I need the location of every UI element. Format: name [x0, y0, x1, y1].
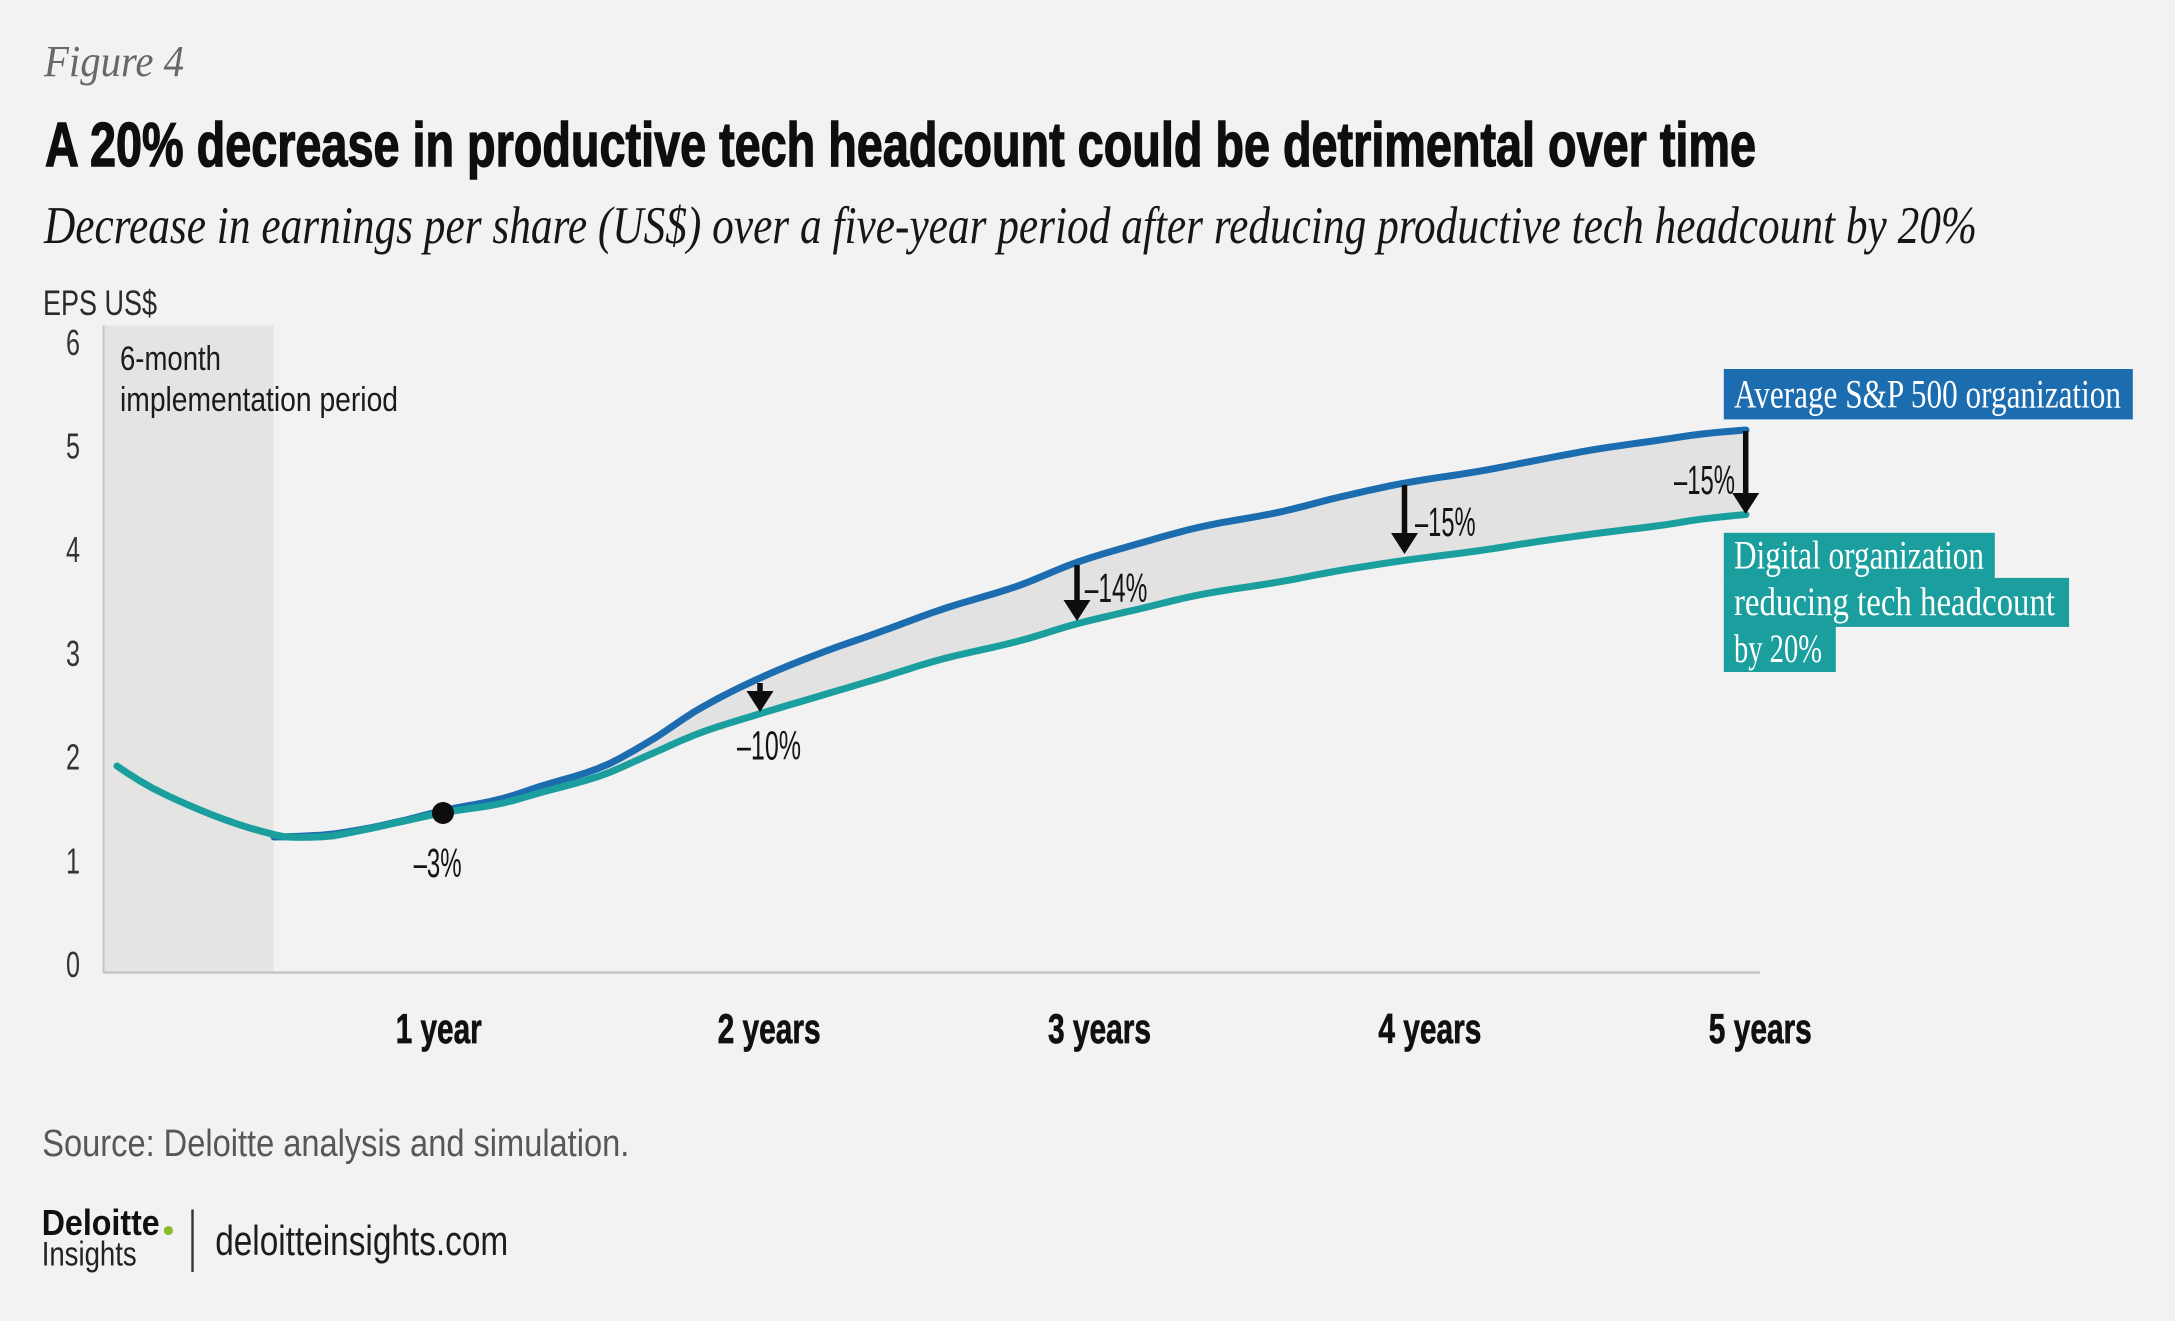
svg-text:5: 5 — [66, 426, 80, 467]
svg-text:Digital organization: Digital organization — [1734, 532, 1984, 577]
svg-text:–10%: –10% — [737, 723, 801, 769]
svg-text:1: 1 — [66, 840, 80, 881]
svg-text:–14%: –14% — [1085, 565, 1148, 611]
svg-text:3 years: 3 years — [1048, 1005, 1151, 1052]
svg-text:1 year: 1 year — [396, 1005, 482, 1052]
svg-text:2: 2 — [66, 737, 80, 778]
svg-text:by 20%: by 20% — [1734, 626, 1822, 671]
svg-text:–15%: –15% — [1674, 457, 1735, 503]
svg-text:Source: Deloitte analysis and: Source: Deloitte analysis and simulation… — [42, 1123, 629, 1165]
svg-text:–15%: –15% — [1415, 499, 1476, 545]
svg-text:6: 6 — [66, 322, 80, 363]
svg-text:implementation period: implementation period — [120, 381, 398, 419]
svg-text:deloitteinsights.com: deloitteinsights.com — [215, 1217, 508, 1264]
svg-text:5 years: 5 years — [1709, 1005, 1812, 1052]
svg-text:Figure 4: Figure 4 — [43, 37, 184, 86]
svg-text:4: 4 — [66, 529, 80, 570]
svg-text:Decrease in earnings per share: Decrease in earnings per share (US$) ove… — [43, 197, 1977, 255]
svg-text:A 20% decrease in productive t: A 20% decrease in productive tech headco… — [45, 111, 1756, 180]
svg-text:EPS US$: EPS US$ — [43, 284, 157, 323]
svg-text:Deloitte: Deloitte — [42, 1202, 160, 1243]
svg-text:Average S&P 500 organization: Average S&P 500 organization — [1734, 372, 2121, 417]
svg-text:Insights: Insights — [42, 1236, 137, 1274]
svg-text:0: 0 — [66, 944, 80, 985]
svg-text:–3%: –3% — [414, 840, 462, 886]
svg-text:reducing tech headcount: reducing tech headcount — [1734, 579, 2055, 624]
svg-text:6-month: 6-month — [120, 340, 221, 378]
svg-text:4 years: 4 years — [1378, 1005, 1481, 1052]
svg-text:2 years: 2 years — [718, 1005, 821, 1052]
svg-text:3: 3 — [66, 633, 80, 674]
